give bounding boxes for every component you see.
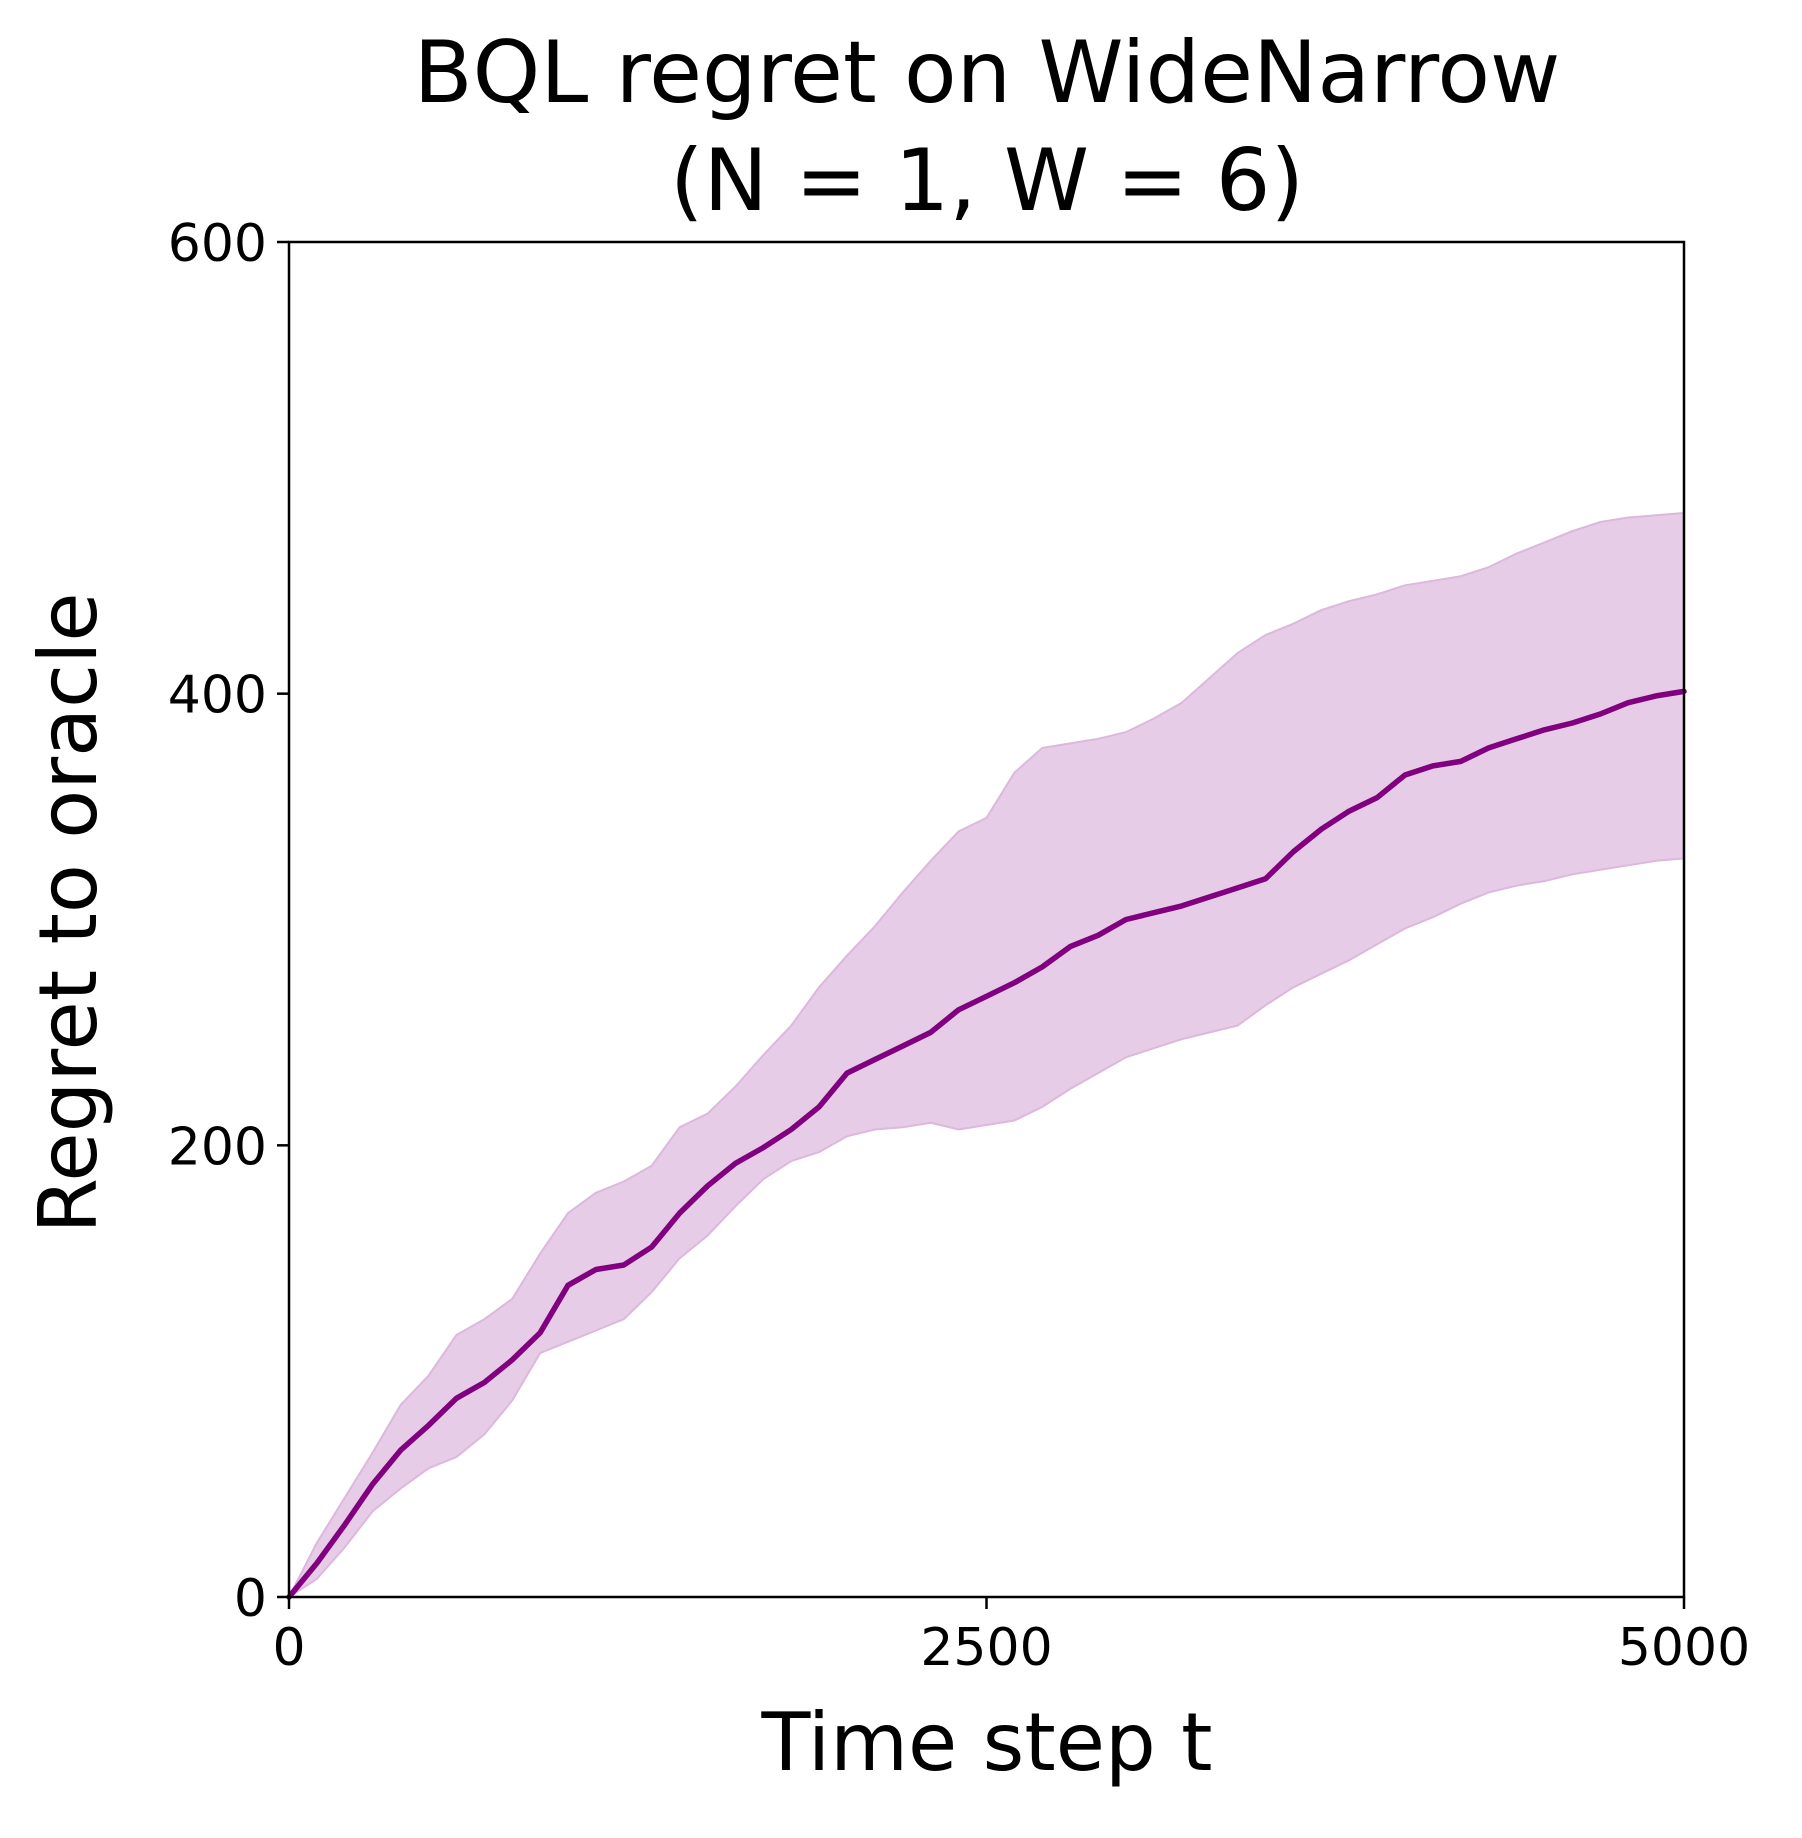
chart-title: BQL regret on WideNarrow: [414, 23, 1561, 123]
x-tick-label: 0: [272, 1618, 305, 1678]
y-tick-label: 200: [168, 1117, 267, 1177]
y-tick-label: 0: [234, 1569, 267, 1629]
y-tick-label: 400: [168, 666, 267, 726]
confidence-band: [286, 511, 1685, 1600]
series-line: [286, 688, 1687, 1600]
y-axis-label: Regret to oracle: [22, 592, 115, 1233]
chart-subtitle: (N = 1, W = 6): [670, 131, 1304, 231]
x-axis-label: Time step t: [760, 1696, 1212, 1789]
x-tick-label: 2500: [920, 1618, 1052, 1678]
plot-area: 0 2500 5000 0 200 400 600: [168, 214, 1750, 1678]
y-tick-label: 600: [168, 214, 267, 274]
x-tick-label: 5000: [1618, 1618, 1750, 1678]
